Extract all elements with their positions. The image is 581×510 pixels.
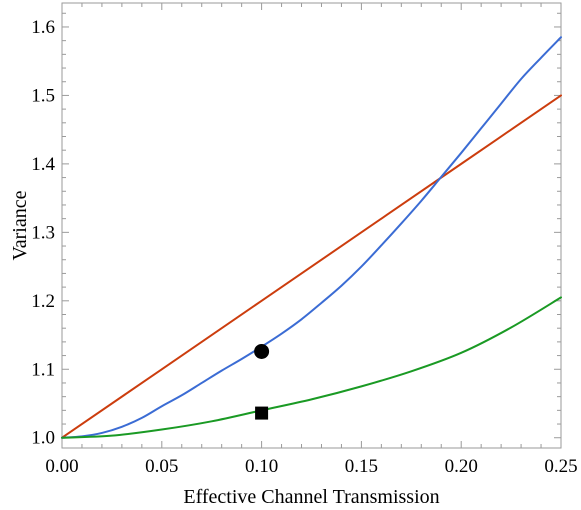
y-tick-label: 1.5 [31, 85, 55, 106]
x-tick-label: 0.00 [45, 456, 78, 477]
x-tick-label: 0.25 [544, 456, 577, 477]
series-line-2 [61, 36, 562, 439]
plot-frame [61, 2, 562, 449]
square-marker [255, 406, 269, 420]
x-tick-label: 0.10 [245, 456, 278, 477]
x-tick-label: 0.20 [445, 456, 478, 477]
markers-layer [254, 343, 270, 420]
series-line-3 [61, 296, 562, 439]
x-axis-label: Effective Channel Transmission [183, 486, 439, 508]
y-tick-label: 1.4 [31, 154, 55, 175]
ticks-layer [61, 3, 562, 448]
x-tick-label: 0.15 [345, 456, 378, 477]
y-axis-label: Variance [9, 190, 31, 260]
tick-labels-layer: 0.00 0.05 0.10 0.15 0.20 0.25 1.0 1.1 1.2 1.3 1.4 1… [31, 17, 577, 477]
y-tick-label: 1.6 [31, 17, 55, 38]
series-line-1 [61, 94, 562, 439]
y-tick-label: 1.3 [31, 222, 55, 243]
circle-marker [254, 343, 270, 359]
series-layer [61, 36, 562, 439]
y-tick-label: 1.1 [31, 359, 55, 380]
x-tick-label: 0.05 [145, 456, 178, 477]
y-tick-label: 1.0 [31, 428, 55, 449]
y-tick-label: 1.2 [31, 291, 55, 312]
